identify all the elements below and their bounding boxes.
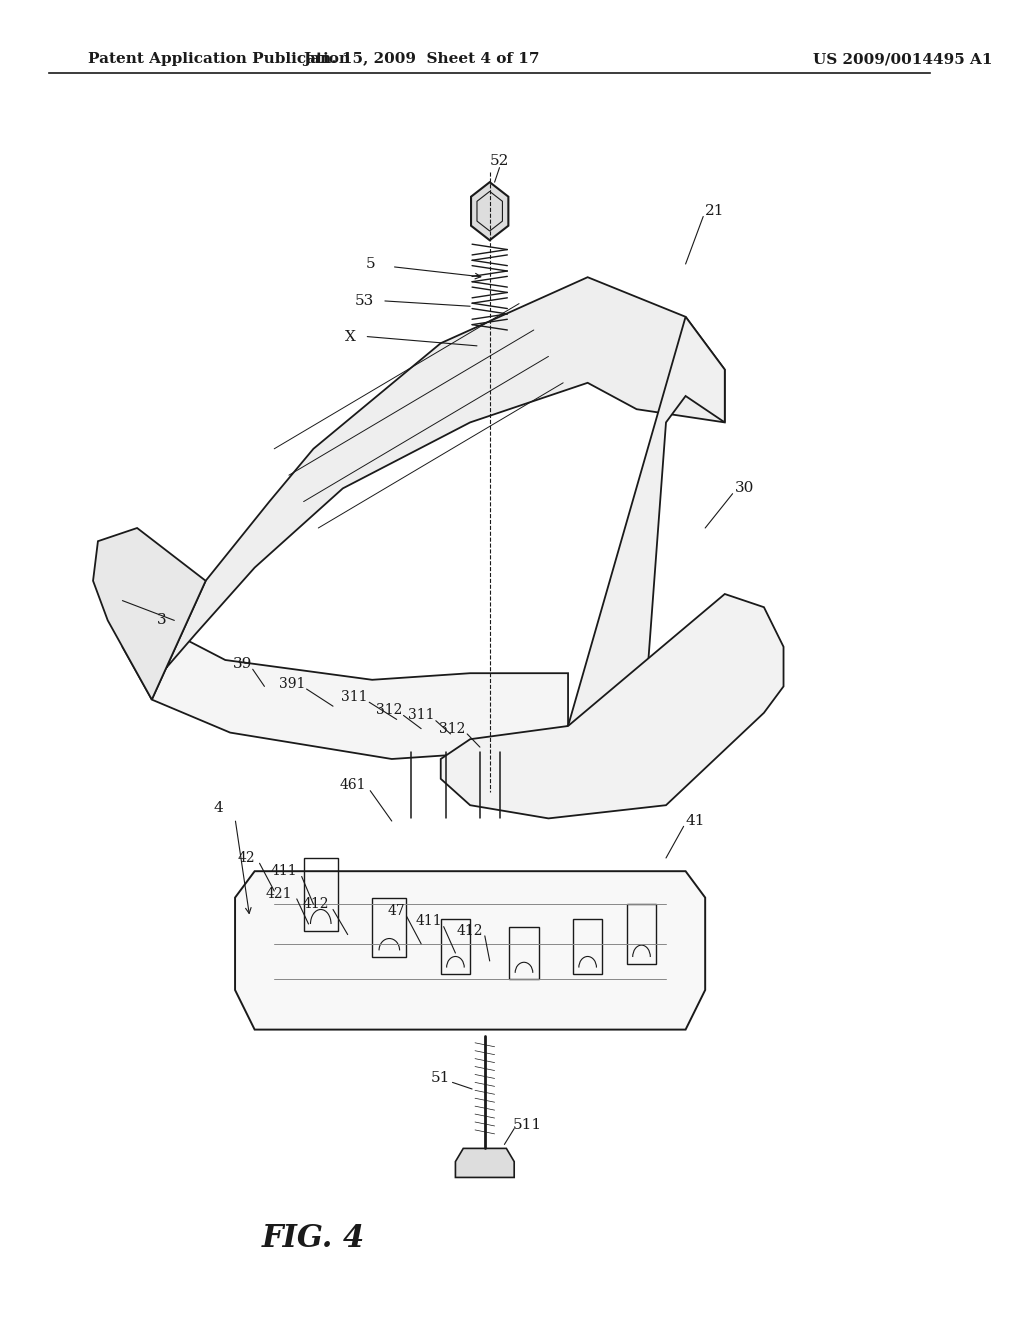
Text: 5: 5 xyxy=(366,257,375,271)
Text: 312: 312 xyxy=(376,704,402,717)
Text: Patent Application Publication: Patent Application Publication xyxy=(88,53,350,66)
Polygon shape xyxy=(568,317,725,739)
Text: X: X xyxy=(345,330,356,343)
Text: 411: 411 xyxy=(270,865,297,878)
Text: 412: 412 xyxy=(302,898,329,911)
Polygon shape xyxy=(456,1148,514,1177)
Text: 39: 39 xyxy=(233,657,253,671)
Text: 391: 391 xyxy=(279,677,305,690)
Text: FIG. 4: FIG. 4 xyxy=(262,1222,365,1254)
Text: US 2009/0014495 A1: US 2009/0014495 A1 xyxy=(813,53,992,66)
Text: 30: 30 xyxy=(734,482,754,495)
Text: 311: 311 xyxy=(408,709,434,722)
Text: 21: 21 xyxy=(706,205,725,218)
Polygon shape xyxy=(440,594,783,818)
Text: 53: 53 xyxy=(354,294,374,308)
Text: 52: 52 xyxy=(489,154,509,168)
Text: 412: 412 xyxy=(457,924,483,937)
Text: 41: 41 xyxy=(686,814,706,828)
Polygon shape xyxy=(236,871,706,1030)
Text: 421: 421 xyxy=(266,887,293,900)
Text: 3: 3 xyxy=(157,614,167,627)
Polygon shape xyxy=(123,607,568,759)
Text: 312: 312 xyxy=(439,722,466,735)
Text: 411: 411 xyxy=(416,915,442,928)
Text: 42: 42 xyxy=(238,851,256,865)
Text: 511: 511 xyxy=(512,1118,542,1131)
Text: 461: 461 xyxy=(339,779,366,792)
Text: 51: 51 xyxy=(431,1072,451,1085)
Polygon shape xyxy=(93,528,206,700)
Polygon shape xyxy=(152,277,725,700)
Text: 47: 47 xyxy=(388,904,406,917)
Text: 311: 311 xyxy=(341,690,368,704)
Text: Jan. 15, 2009  Sheet 4 of 17: Jan. 15, 2009 Sheet 4 of 17 xyxy=(303,53,540,66)
Text: 4: 4 xyxy=(214,801,223,814)
Polygon shape xyxy=(471,182,508,240)
